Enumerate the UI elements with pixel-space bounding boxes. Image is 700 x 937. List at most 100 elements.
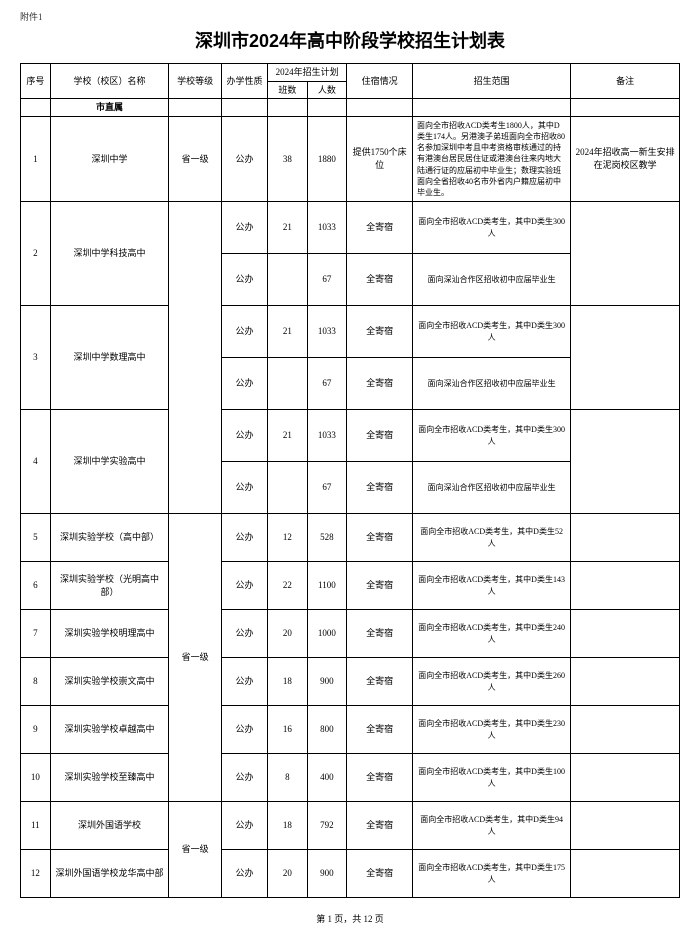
cell-dorm: 全寄宿 — [347, 462, 413, 514]
cell-nature: 公办 — [221, 658, 267, 706]
cell-scope: 面向全市招收ACD类考生，其中D类生240人 — [413, 610, 571, 658]
cell-cls: 22 — [268, 562, 308, 610]
cell-name: 深圳实验学校明理高中 — [50, 610, 169, 658]
cell-seq: 8 — [21, 658, 51, 706]
cell-scope: 面向全市招收ACD类考生1800人，其中D类生174人。另港澳子弟班面向全市招收… — [413, 116, 571, 201]
cell-dorm: 全寄宿 — [347, 802, 413, 850]
cell-nature: 公办 — [221, 116, 267, 201]
cell-scope: 面向全市招收ACD类考生，其中D类生230人 — [413, 706, 571, 754]
cell-seq: 5 — [21, 514, 51, 562]
cell-dorm: 全寄宿 — [347, 754, 413, 802]
hdr-dorm: 住宿情况 — [347, 64, 413, 99]
cell-nature: 公办 — [221, 850, 267, 898]
cell-seq: 6 — [21, 562, 51, 610]
cell-dorm: 全寄宿 — [347, 358, 413, 410]
table-header: 序号 学校（校区）名称 学校等级 办学性质 2024年招生计划 住宿情况 招生范… — [21, 64, 680, 99]
table-row: 3 深圳中学数理高中 公办 21 1033 全寄宿 面向全市招收ACD类考生，其… — [21, 306, 680, 358]
cell-scope: 面向全市招收ACD类考生，其中D类生52人 — [413, 514, 571, 562]
cell-name: 深圳中学科技高中 — [50, 202, 169, 306]
cell-seq: 3 — [21, 306, 51, 410]
table-row: 11 深圳外国语学校 省一级 公办 18 792 全寄宿 面向全市招收ACD类考… — [21, 802, 680, 850]
cell-note — [571, 610, 680, 658]
page-title: 深圳市2024年高中阶段学校招生计划表 — [20, 27, 680, 53]
cell-cls — [268, 462, 308, 514]
cell-scope: 面向全市招收ACD类考生，其中D类生175人 — [413, 850, 571, 898]
cell-cls: 21 — [268, 202, 308, 254]
cell-ppl: 800 — [307, 706, 347, 754]
cell-note — [571, 306, 680, 410]
cell-cls: 20 — [268, 850, 308, 898]
cell-ppl: 1100 — [307, 562, 347, 610]
cell-note — [571, 706, 680, 754]
attachment-label: 附件1 — [20, 10, 680, 23]
table-row: 1 深圳中学 省一级 公办 38 1880 提供1750个床位 面向全市招收AC… — [21, 116, 680, 201]
cell-cls: 12 — [268, 514, 308, 562]
cell-dorm: 全寄宿 — [347, 514, 413, 562]
cell-seq: 11 — [21, 802, 51, 850]
cell-note — [571, 410, 680, 514]
cell-cls — [268, 254, 308, 306]
cell-dorm: 全寄宿 — [347, 254, 413, 306]
cell-scope: 面向全市招收ACD类考生，其中D类生94人 — [413, 802, 571, 850]
cell-note — [571, 850, 680, 898]
cell-note — [571, 202, 680, 306]
cell-scope: 面向全市招收ACD类考生，其中D类生300人 — [413, 410, 571, 462]
cell-nature: 公办 — [221, 562, 267, 610]
cell-name: 深圳实验学校（高中部） — [50, 514, 169, 562]
cell-note — [571, 754, 680, 802]
cell-seq: 12 — [21, 850, 51, 898]
hdr-level: 学校等级 — [169, 64, 222, 99]
category-label: 市直属 — [50, 99, 169, 117]
cell-nature: 公办 — [221, 358, 267, 410]
table-row: 10 深圳实验学校至臻高中 公办 8 400 全寄宿 面向全市招收ACD类考生，… — [21, 754, 680, 802]
cell-name: 深圳实验学校崇文高中 — [50, 658, 169, 706]
cell-level: 省一级 — [169, 802, 222, 898]
cell-dorm: 全寄宿 — [347, 410, 413, 462]
cell-cls: 18 — [268, 802, 308, 850]
cell-nature: 公办 — [221, 754, 267, 802]
cell-note — [571, 802, 680, 850]
cell-nature: 公办 — [221, 802, 267, 850]
hdr-classes: 班数 — [268, 81, 308, 99]
cell-name: 深圳实验学校至臻高中 — [50, 754, 169, 802]
cell-dorm: 提供1750个床位 — [347, 116, 413, 201]
hdr-school: 学校（校区）名称 — [50, 64, 169, 99]
cell-cls — [268, 358, 308, 410]
cell-dorm: 全寄宿 — [347, 850, 413, 898]
category-row: 市直属 — [21, 99, 680, 117]
cell-note — [571, 514, 680, 562]
cell-name: 深圳外国语学校龙华高中部 — [50, 850, 169, 898]
cell-seq: 1 — [21, 116, 51, 201]
cell-cls: 18 — [268, 658, 308, 706]
cell-scope: 面向全市招收ACD类考生，其中D类生300人 — [413, 306, 571, 358]
cell-ppl: 67 — [307, 358, 347, 410]
cell-ppl: 1033 — [307, 202, 347, 254]
table-row: 12 深圳外国语学校龙华高中部 公办 20 900 全寄宿 面向全市招收ACD类… — [21, 850, 680, 898]
cell-scope: 面向全市招收ACD类考生，其中D类生260人 — [413, 658, 571, 706]
cell-scope: 面向深汕合作区招收初中应届毕业生 — [413, 462, 571, 514]
hdr-nature: 办学性质 — [221, 64, 267, 99]
cell-cls: 16 — [268, 706, 308, 754]
cell-ppl: 67 — [307, 254, 347, 306]
cell-ppl: 1033 — [307, 306, 347, 358]
cell-ppl: 1880 — [307, 116, 347, 201]
page-footer: 第 1 页，共 12 页 — [20, 912, 680, 925]
table-row: 7 深圳实验学校明理高中 公办 20 1000 全寄宿 面向全市招收ACD类考生… — [21, 610, 680, 658]
cell-name: 深圳中学数理高中 — [50, 306, 169, 410]
cell-name: 深圳外国语学校 — [50, 802, 169, 850]
cell-name: 深圳中学实验高中 — [50, 410, 169, 514]
hdr-remark: 备注 — [571, 64, 680, 99]
cell-level — [169, 202, 222, 514]
cell-note: 2024年招收高一新生安排在泥岗校区教学 — [571, 116, 680, 201]
cell-dorm: 全寄宿 — [347, 202, 413, 254]
cell-seq: 9 — [21, 706, 51, 754]
cell-seq: 2 — [21, 202, 51, 306]
cell-dorm: 全寄宿 — [347, 658, 413, 706]
hdr-people: 人数 — [307, 81, 347, 99]
cell-nature: 公办 — [221, 410, 267, 462]
cell-seq: 10 — [21, 754, 51, 802]
cell-scope: 面向全市招收ACD类考生，其中D类生143人 — [413, 562, 571, 610]
cell-ppl: 900 — [307, 658, 347, 706]
hdr-plan-group: 2024年招生计划 — [268, 64, 347, 82]
cell-cls: 8 — [268, 754, 308, 802]
